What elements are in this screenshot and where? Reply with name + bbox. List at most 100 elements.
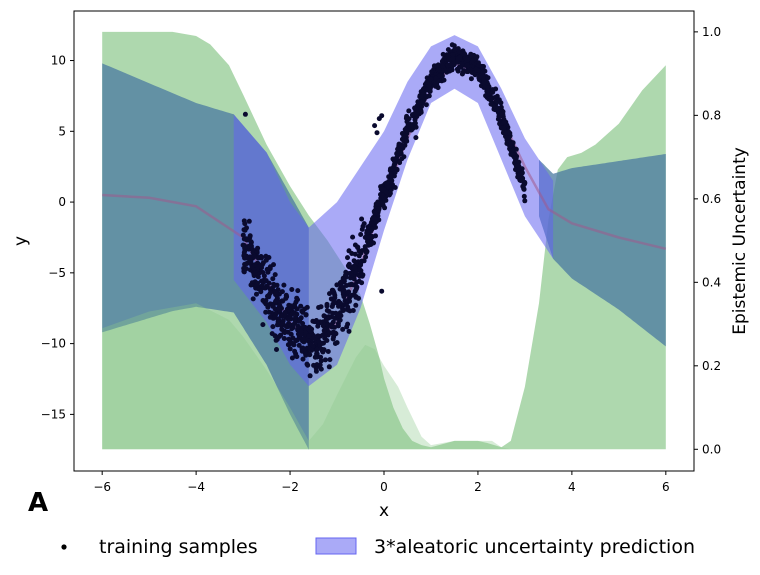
- sample-point: [359, 216, 365, 222]
- y2-axis-label: Epistemic Uncertainty: [730, 147, 750, 335]
- sample-point: [345, 255, 350, 261]
- sample-point: [428, 76, 434, 82]
- sample-point: [306, 327, 312, 333]
- sample-point: [408, 125, 414, 131]
- sample-point: [279, 305, 284, 311]
- sample-point: [324, 301, 330, 307]
- y-tick-label: 5: [58, 124, 66, 138]
- sample-point: [372, 210, 378, 216]
- sample-point: [292, 320, 298, 326]
- sample-point: [446, 57, 452, 62]
- sample-point: [461, 68, 467, 74]
- sample-point: [263, 309, 269, 315]
- sample-point: [476, 62, 482, 68]
- sample-point: [450, 56, 456, 61]
- sample-point: [407, 121, 413, 127]
- sample-point: [374, 130, 380, 136]
- x-tick-label: 6: [662, 480, 670, 494]
- sample-point: [318, 354, 324, 360]
- sample-point: [471, 70, 477, 76]
- sample-point: [476, 75, 482, 81]
- sample-point: [326, 314, 332, 320]
- sample-point: [447, 68, 453, 73]
- sample-point: [255, 274, 261, 280]
- sample-point: [315, 323, 321, 329]
- sample-point: [376, 207, 382, 213]
- sample-point: [360, 223, 366, 229]
- sample-point: [264, 302, 270, 308]
- sample-point: [488, 96, 494, 102]
- sample-point: [274, 282, 280, 288]
- sample-point: [318, 366, 324, 372]
- sample-point: [397, 160, 403, 166]
- sample-point: [325, 323, 331, 328]
- sample-point: [247, 243, 253, 249]
- y-tick-label: −5: [48, 266, 66, 280]
- sample-point: [363, 254, 369, 260]
- sample-point: [326, 364, 332, 370]
- sample-point: [521, 193, 527, 199]
- sample-point: [316, 305, 322, 310]
- x-tick-label: −2: [281, 480, 299, 494]
- sample-point: [440, 51, 446, 57]
- sample-point: [313, 365, 319, 371]
- sample-point: [345, 307, 351, 313]
- sample-point: [380, 192, 385, 198]
- sample-point: [522, 198, 528, 204]
- sample-point: [322, 357, 328, 363]
- sample-point: [242, 111, 248, 117]
- sample-point: [247, 235, 253, 241]
- sample-point: [267, 314, 273, 320]
- legend-label-aleatoric: 3*aleatoric uncertainty prediction: [374, 536, 695, 558]
- sample-point: [267, 266, 273, 272]
- sample-point: [436, 67, 442, 73]
- sample-point: [457, 54, 463, 60]
- sample-point: [352, 264, 358, 270]
- sample-point: [270, 276, 276, 282]
- training-samples: [240, 42, 528, 379]
- sample-point: [270, 324, 276, 330]
- sample-point: [283, 292, 289, 298]
- sample-point: [263, 257, 269, 263]
- y-tick-label: 10: [51, 54, 66, 68]
- y-axis-label: y: [11, 236, 31, 246]
- sample-point: [495, 107, 500, 113]
- sample-point: [314, 351, 320, 357]
- sample-point: [340, 306, 345, 312]
- sample-point: [243, 266, 249, 272]
- sample-point: [348, 282, 354, 288]
- sample-point: [248, 282, 254, 288]
- sample-point: [345, 297, 351, 303]
- sample-point: [344, 324, 350, 330]
- sample-point: [361, 258, 367, 264]
- y-tick-label: 0: [58, 195, 66, 209]
- y-tick-label: −15: [41, 407, 66, 421]
- sample-point: [334, 282, 340, 288]
- sample-point: [335, 321, 341, 326]
- sample-point: [288, 331, 294, 337]
- sample-point: [424, 94, 430, 100]
- sample-point: [513, 155, 519, 161]
- sample-point: [480, 74, 486, 79]
- sample-point: [413, 135, 419, 141]
- x-tick-label: −6: [93, 480, 111, 494]
- sample-point: [516, 163, 522, 169]
- sample-point: [265, 293, 270, 299]
- sample-point: [501, 119, 507, 125]
- x-axis-ticks: −6 −4 −2 0 2 4 6: [93, 471, 670, 494]
- sample-point: [289, 355, 295, 361]
- sample-point: [501, 125, 507, 131]
- sample-point: [252, 270, 258, 276]
- sample-point: [332, 295, 338, 301]
- sample-point: [292, 316, 298, 322]
- sample-point: [395, 146, 401, 152]
- sample-point: [379, 288, 385, 294]
- aleatoric-band: [233, 35, 554, 387]
- sample-point: [424, 79, 430, 85]
- sample-point: [399, 156, 405, 162]
- sample-point: [404, 128, 410, 134]
- sample-point: [254, 282, 260, 288]
- sample-point: [441, 77, 447, 83]
- sample-point: [467, 67, 473, 73]
- sample-point: [292, 310, 297, 316]
